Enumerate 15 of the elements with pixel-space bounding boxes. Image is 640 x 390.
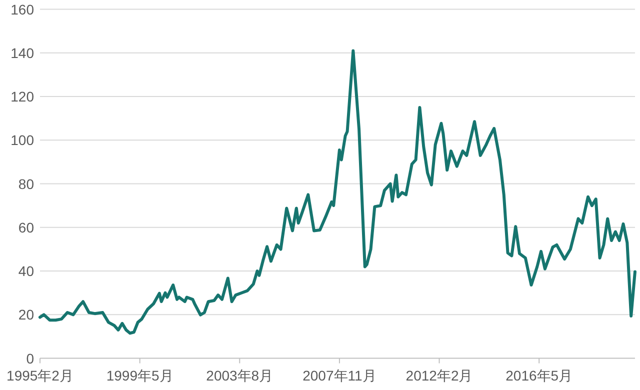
y-tick-label: 120 — [10, 88, 34, 105]
x-tick-label: 1999年5月 — [106, 367, 174, 384]
x-tick-label: 2003年8月 — [206, 367, 274, 384]
y-tick-label: 140 — [10, 44, 34, 61]
y-tick-label: 80 — [18, 176, 34, 192]
y-tick-label: 100 — [10, 132, 34, 148]
y-tick-label: 20 — [18, 306, 34, 323]
x-tick-label: 1995年2月 — [6, 367, 74, 384]
x-tick-label: 2012年2月 — [406, 367, 473, 384]
y-tick-label: 40 — [18, 263, 34, 280]
x-tick-label: 2007年11月 — [302, 367, 376, 384]
y-tick-label: 160 — [10, 1, 34, 18]
y-tick-label: 60 — [18, 219, 34, 236]
x-tick-label: 2016年5月 — [506, 367, 573, 384]
y-tick-label: 0 — [26, 350, 34, 366]
